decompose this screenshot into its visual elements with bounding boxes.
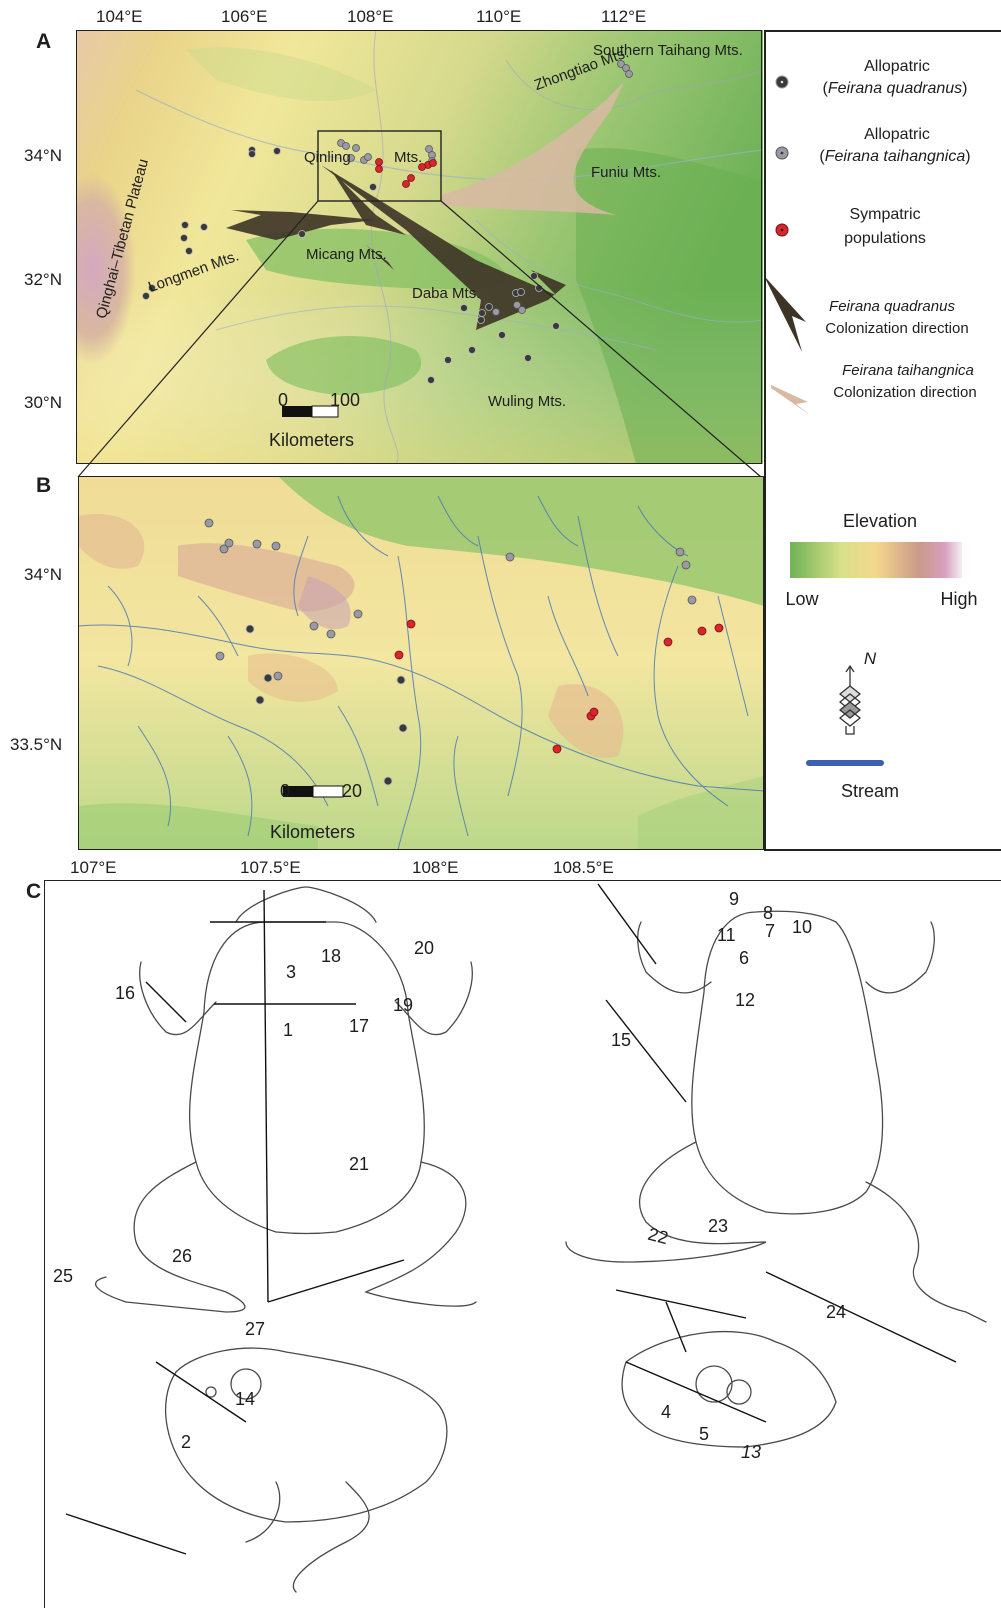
lon-tick-b-108-5: 108.5°E — [553, 858, 614, 877]
legend-fq-colonization-line1: Feirana quadranus — [829, 298, 955, 315]
legend-fq-colonization-line2: Colonization direction — [825, 320, 969, 337]
lat-tick-32: 32°N — [24, 270, 62, 289]
legend-elevation-title: Elevation — [842, 511, 918, 531]
lon-tick-106: 106°E — [221, 7, 268, 26]
lat-tick-b-34: 34°N — [24, 565, 62, 584]
bottom-frame-right — [764, 849, 1001, 851]
legend-taihangnica-line1: Allopatric — [864, 126, 930, 143]
label-qinling-mts: Mts. — [394, 149, 423, 166]
legend-ft-colonization-line2: Colonization direction — [833, 384, 977, 401]
frog-num-13: 13 — [741, 1442, 762, 1462]
legend-stream-label: Stream — [840, 781, 900, 801]
legend-taihangnica-species: Feirana taihangnica — [824, 148, 966, 165]
label-southern-taihang: Southern Taihang Mts. — [593, 42, 743, 59]
frog-num-26: 26 — [172, 1246, 193, 1266]
panel-label-b: B — [36, 474, 52, 497]
panel-c-frame — [44, 880, 1001, 1608]
lat-tick-b-33-5: 33.5°N — [10, 735, 63, 754]
legend-divider — [764, 30, 766, 850]
frog-num-16: 16 — [115, 983, 136, 1003]
lon-tick-b-107: 107°E — [70, 858, 117, 877]
scale-b-zero: 0 — [280, 781, 291, 801]
lat-tick-34: 34°N — [24, 146, 62, 165]
frog-num-8: 8 — [763, 903, 774, 923]
frog-num-1: 1 — [283, 1020, 294, 1040]
frog-num-15: 15 — [611, 1030, 632, 1050]
frog-num-7: 7 — [765, 921, 776, 941]
legend-quadranus-species: Feirana quadranus — [827, 80, 963, 97]
legend-taihangnica-line2: (Feirana taihangnica) — [790, 146, 1000, 168]
map-frame-b — [78, 476, 764, 850]
label-micang: Micang Mts. — [306, 246, 387, 263]
frog-num-6: 6 — [739, 948, 750, 968]
legend-symbols — [766, 75, 962, 766]
legend-quadranus-line1: Allopatric — [864, 58, 930, 75]
legend-sympatric-line1: Sympatric — [849, 206, 921, 223]
top-frame-right — [764, 30, 1001, 32]
legend-quadranus-line2: (Feirana quadranus) — [790, 78, 1000, 100]
frog-num-4: 4 — [661, 1402, 672, 1422]
map-b — [78, 476, 764, 850]
lon-tick-b-107-5: 107.5°E — [240, 858, 301, 877]
scale-a-max: 100 — [330, 390, 361, 410]
label-daba: Daba Mts. — [412, 285, 481, 302]
frog-num-14: 14 — [235, 1389, 256, 1409]
lon-tick-104: 104°E — [96, 7, 143, 26]
frog-num-25: 25 — [53, 1266, 74, 1286]
inset-connector — [77, 200, 762, 478]
frog-num-12: 12 — [735, 990, 756, 1010]
frog-num-17: 17 — [349, 1016, 370, 1036]
legend-elevation-low: Low — [785, 589, 819, 609]
frog-num-18: 18 — [321, 946, 342, 966]
lon-tick-110: 110°E — [476, 7, 522, 26]
north-arrow-label: N — [863, 649, 877, 668]
frog-num-11: 11 — [717, 925, 736, 945]
frog-num-5: 5 — [699, 1424, 710, 1444]
panel-label-c: C — [26, 880, 42, 903]
frog-diagrams — [65, 883, 987, 1593]
frog-num-20: 20 — [414, 938, 435, 958]
legend-quadranus-close: ) — [962, 80, 968, 97]
scale-b-unit: Kilometers — [270, 822, 356, 842]
lon-tick-112: 112°E — [601, 7, 647, 26]
legend-sympatric-line2: populations — [844, 230, 926, 247]
map-a — [76, 30, 763, 464]
legend-taihangnica-close: ) — [965, 148, 971, 165]
legend-elevation-high: High — [940, 589, 978, 609]
map-frame-a — [76, 30, 762, 464]
lon-tick-b-108: 108°E — [412, 858, 459, 877]
scale-a-unit: Kilometers — [269, 430, 355, 450]
frog-num-19: 19 — [393, 995, 414, 1015]
frog-num-24: 24 — [826, 1302, 847, 1322]
label-funiu: Funiu Mts. — [591, 164, 662, 181]
scale-b-max: 20 — [342, 781, 363, 801]
scale-a-zero: 0 — [278, 390, 289, 410]
frog-num-9: 9 — [729, 889, 740, 909]
panel-label-a: A — [36, 30, 52, 53]
frog-num-23: 23 — [708, 1216, 729, 1236]
legend-ft-colonization-line1: Feirana taihangnica — [842, 362, 974, 379]
frog-num-10: 10 — [792, 917, 813, 937]
label-qinling: Qinling — [304, 149, 351, 166]
frog-num-21: 21 — [349, 1154, 370, 1174]
lat-tick-30: 30°N — [24, 393, 62, 412]
frog-num-3: 3 — [286, 962, 297, 982]
label-wuling: Wuling Mts. — [488, 393, 567, 410]
legend-quadranus-open: ( — [822, 80, 828, 97]
lon-tick-108: 108°E — [347, 7, 394, 26]
frog-num-2: 2 — [181, 1432, 192, 1452]
frog-num-27: 27 — [245, 1319, 266, 1339]
legend-taihangnica-open: ( — [819, 148, 825, 165]
